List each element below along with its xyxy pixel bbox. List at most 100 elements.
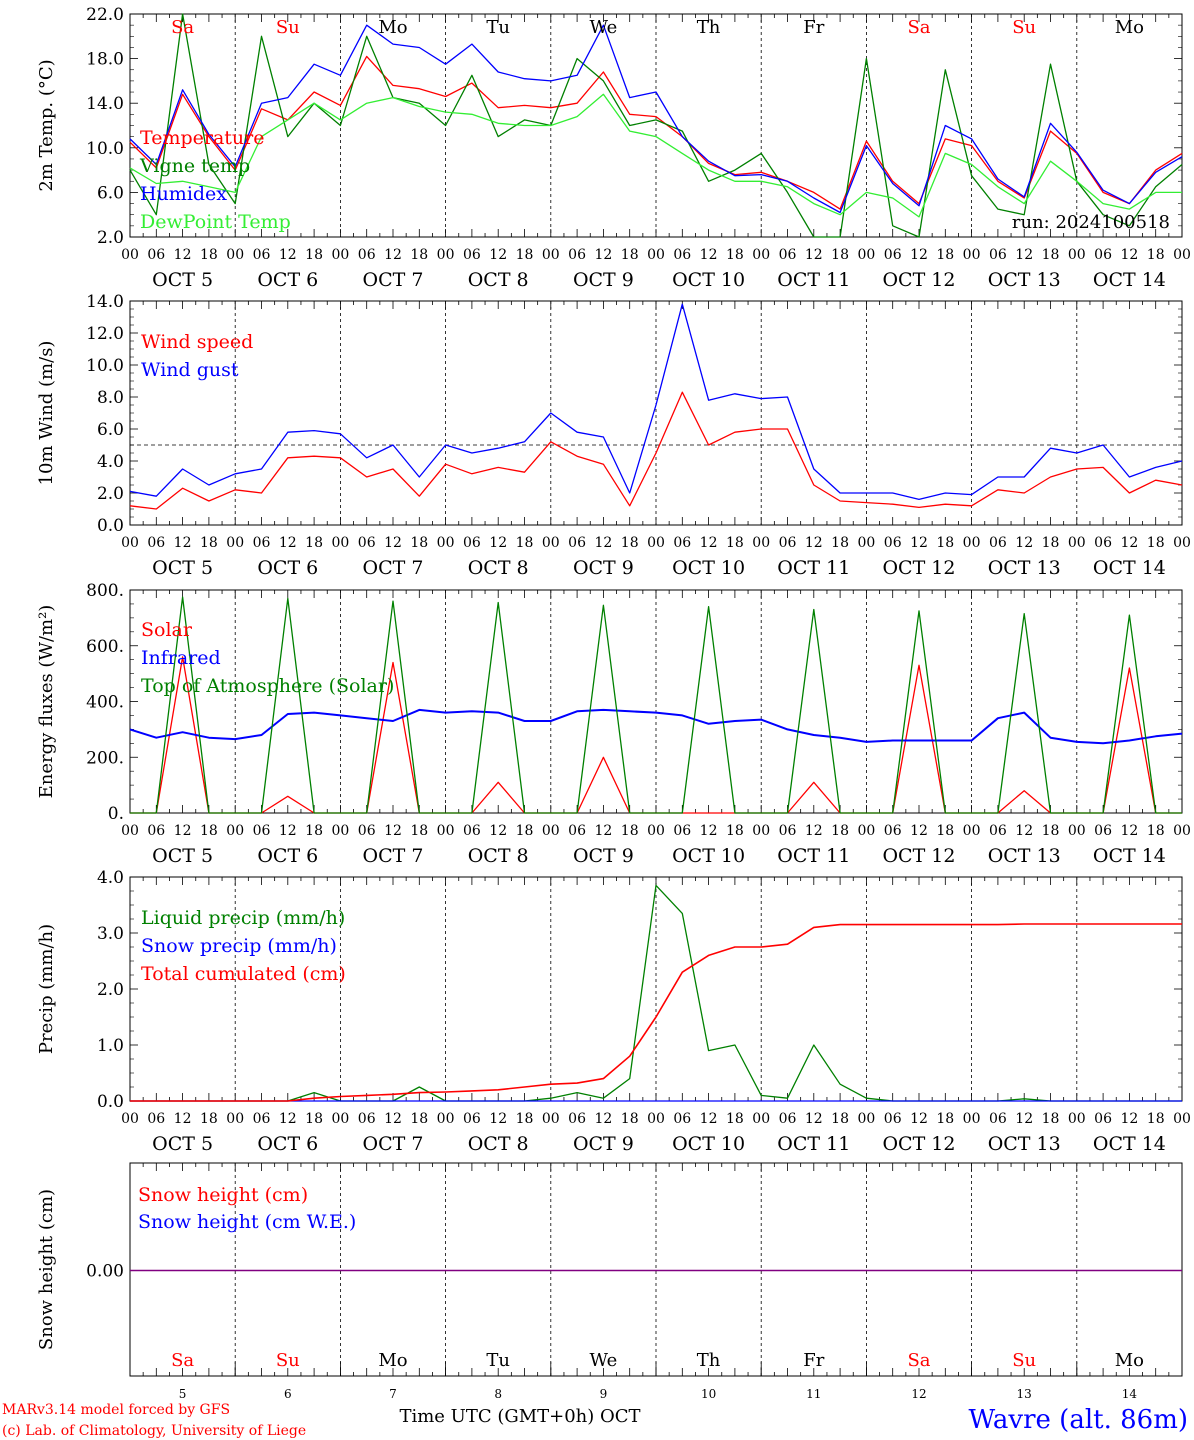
weekday-label: Mo	[378, 17, 407, 38]
y-axis-label: 10m Wind (m/s)	[36, 341, 57, 486]
x-hour-label: 12	[1120, 247, 1138, 263]
weekday-label: Sa	[907, 17, 930, 38]
x-hour-label: 18	[410, 535, 428, 551]
weekday-label: Th	[697, 1350, 721, 1371]
x-hour-label: 12	[910, 1111, 928, 1127]
x-hour-label: 12	[279, 823, 297, 839]
x-hour-label: 18	[1042, 535, 1060, 551]
x-hour-label: 18	[200, 823, 218, 839]
credit-line-2: (c) Lab. of Climatology, University of L…	[2, 1423, 306, 1439]
x-hour-label: 12	[384, 823, 402, 839]
y-tick-label: 10.0	[86, 356, 124, 376]
x-hour-label: 06	[147, 247, 165, 263]
y-tick-label: 22.0	[86, 5, 124, 25]
legend-entry: DewPoint Temp	[140, 211, 291, 233]
x-hour-label: 18	[200, 535, 218, 551]
x-hour-label: 12	[594, 535, 612, 551]
day-number-label: 6	[284, 1387, 292, 1401]
x-hour-label: 06	[568, 247, 586, 263]
weekday-label: Fr	[803, 1350, 824, 1371]
day-number-label: 9	[600, 1387, 608, 1401]
x-hour-label: 00	[857, 823, 875, 839]
x-hour-label: 00	[857, 535, 875, 551]
x-hour-label: 18	[831, 247, 849, 263]
legend-entry: Infrared	[141, 647, 221, 669]
x-day-label: OCT 10	[672, 269, 745, 291]
x-hour-label: 00	[226, 247, 244, 263]
x-hour-label: 18	[1147, 247, 1165, 263]
x-hour-label: 00	[857, 1111, 875, 1127]
y-tick-label: 4.0	[97, 452, 124, 472]
x-hour-label: 18	[831, 535, 849, 551]
x-hour-label: 00	[647, 823, 665, 839]
x-hour-label: 06	[253, 823, 271, 839]
series-line-3	[130, 596, 1182, 814]
x-hour-label: 12	[700, 247, 718, 263]
weekday-label: Tu	[486, 17, 510, 38]
x-hour-label: 00	[331, 535, 349, 551]
x-hour-label: 12	[910, 823, 928, 839]
y-tick-label: 18.0	[86, 50, 124, 70]
x-hour-label: 12	[1015, 247, 1033, 263]
weekday-label: Su	[1012, 17, 1036, 38]
x-hour-label: 06	[463, 823, 481, 839]
y-tick-label: 2.0	[97, 228, 124, 248]
x-hour-label: 06	[147, 535, 165, 551]
x-hour-label: 00	[963, 535, 981, 551]
x-hour-label: 06	[1094, 823, 1112, 839]
x-hour-label: 18	[516, 1111, 534, 1127]
series-line-4	[129, 93, 1182, 218]
x-hour-label: 00	[752, 1111, 770, 1127]
x-hour-label: 06	[673, 823, 691, 839]
x-axis-title: Time UTC (GMT+0h) OCT	[399, 1406, 640, 1427]
panel-3: Energy fluxes (W/m²) 0. 200. 400. 600. 800. 00…	[36, 581, 1191, 867]
x-day-label: OCT 8	[468, 845, 529, 867]
y-tick-label: 1.0	[97, 1036, 124, 1056]
weekday-label: Su	[1012, 1350, 1036, 1371]
x-day-label: OCT 9	[573, 269, 634, 291]
x-day-label: OCT 11	[777, 845, 850, 867]
x-hour-label: 18	[305, 535, 323, 551]
x-day-label: OCT 14	[1093, 269, 1166, 291]
legend-entry: Wind gust	[141, 359, 239, 381]
y-tick-label: 0.	[108, 804, 124, 824]
y-tick-label: 0.0	[97, 1092, 124, 1112]
x-hour-label: 06	[463, 1111, 481, 1127]
x-day-label: OCT 7	[363, 845, 424, 867]
x-hour-label: 12	[700, 823, 718, 839]
x-day-label: OCT 11	[777, 1133, 850, 1155]
series-line-3	[129, 24, 1183, 214]
x-hour-label: 00	[963, 247, 981, 263]
x-hour-label: 18	[936, 1111, 954, 1127]
series-line-1	[129, 391, 1183, 510]
legend-entry: Total cumulated (cm)	[141, 963, 346, 985]
x-hour-label: 12	[489, 1111, 507, 1127]
x-day-label: OCT 12	[882, 845, 955, 867]
day-number-label: 11	[806, 1387, 821, 1401]
panel-1: 2m Temp. (°C) 2.0 6.0 10.0 14.0 18.0 22.0 00 06 1…	[36, 5, 1191, 291]
x-hour-label: 12	[384, 535, 402, 551]
x-hour-label: 00	[647, 1111, 665, 1127]
x-hour-label: 00	[226, 823, 244, 839]
x-hour-label: 00	[1173, 247, 1191, 263]
x-day-label: OCT 9	[573, 557, 634, 579]
x-hour-label: 06	[253, 247, 271, 263]
x-hour-label: 12	[174, 535, 192, 551]
series-line-3	[130, 923, 1182, 1102]
y-tick-label: 600.	[86, 637, 124, 657]
x-day-label: OCT 5	[152, 269, 213, 291]
series-line-2	[129, 708, 1183, 745]
x-hour-label: 00	[437, 535, 455, 551]
x-hour-label: 18	[621, 535, 639, 551]
x-hour-label: 18	[1147, 823, 1165, 839]
x-hour-label: 00	[542, 247, 560, 263]
x-day-label: OCT 12	[882, 269, 955, 291]
y-axis-label: Energy fluxes (W/m²)	[36, 605, 57, 799]
x-day-label: OCT 5	[152, 1133, 213, 1155]
x-day-label: OCT 7	[363, 269, 424, 291]
x-hour-label: 18	[726, 823, 744, 839]
x-hour-label: 00	[226, 535, 244, 551]
y-tick-label: 12.0	[86, 324, 124, 344]
x-hour-label: 12	[805, 1111, 823, 1127]
